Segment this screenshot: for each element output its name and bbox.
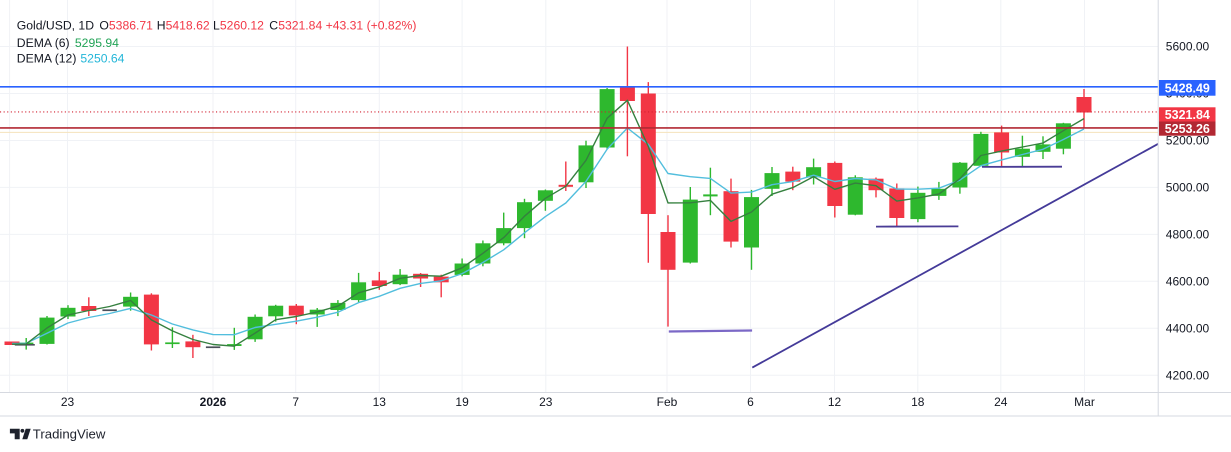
svg-text:2026: 2026 (200, 395, 227, 409)
svg-text:5600.00: 5600.00 (1166, 40, 1210, 54)
svg-text:18: 18 (911, 395, 925, 409)
svg-text:4400.00: 4400.00 (1166, 322, 1210, 336)
svg-text:24: 24 (994, 395, 1008, 409)
svg-text:5200.00: 5200.00 (1166, 134, 1210, 148)
svg-text:5428.49: 5428.49 (1165, 81, 1210, 95)
svg-text:19: 19 (455, 395, 469, 409)
svg-text:13: 13 (373, 395, 387, 409)
svg-text:23: 23 (61, 395, 75, 409)
svg-text:DEMA (6)5295.94: DEMA (6) 5295.94 (17, 36, 119, 50)
svg-text:DEMA (12)5250.64: DEMA (12) 5250.64 (17, 51, 125, 65)
svg-text:5253.26: 5253.26 (1165, 122, 1210, 136)
svg-text:6: 6 (747, 395, 754, 409)
svg-text:4800.00: 4800.00 (1166, 228, 1210, 242)
svg-text:TradingView: TradingView (33, 427, 106, 442)
svg-text:4600.00: 4600.00 (1166, 275, 1210, 289)
svg-text:23: 23 (539, 395, 553, 409)
svg-text:5321.84: 5321.84 (1165, 108, 1210, 122)
svg-text:Mar: Mar (1074, 395, 1095, 409)
svg-text:Feb: Feb (657, 395, 678, 409)
svg-text:12: 12 (828, 395, 842, 409)
svg-text:5000.00: 5000.00 (1166, 181, 1210, 195)
svg-text:4200.00: 4200.00 (1166, 368, 1210, 382)
svg-text:7: 7 (292, 395, 299, 409)
